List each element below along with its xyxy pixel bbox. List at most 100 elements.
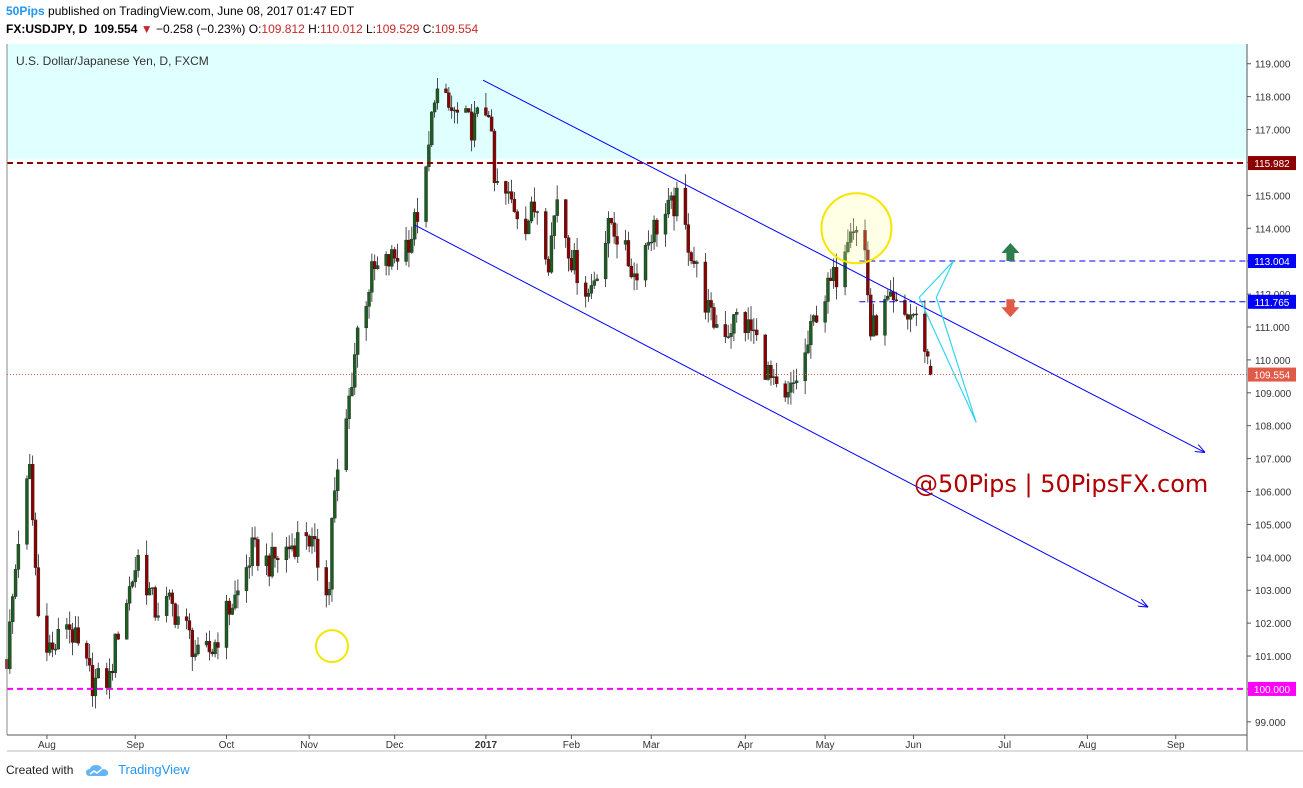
price-label-box <box>1248 156 1296 171</box>
candle-body <box>133 570 137 583</box>
candle-body <box>743 312 747 334</box>
price-label-100.000: 100.000 <box>1254 685 1291 696</box>
candle-body <box>36 567 41 617</box>
candle-body <box>370 261 374 293</box>
candle-body <box>410 238 414 253</box>
candle-body <box>296 532 300 557</box>
close-value: 109.554 <box>434 22 479 36</box>
candle-body <box>93 677 98 697</box>
candle-body <box>746 319 750 334</box>
candle-body <box>843 251 847 288</box>
low-label: L: <box>366 22 377 36</box>
candle-body <box>210 651 214 655</box>
y-tick-label: 118.000 <box>1255 93 1291 104</box>
candle-body <box>415 212 420 222</box>
candle-body <box>572 250 576 271</box>
candle-body <box>335 469 340 491</box>
candle-body <box>546 258 551 273</box>
y-tick-label: 108.000 <box>1255 422 1292 433</box>
candle-body <box>712 307 716 328</box>
candle-body <box>449 107 454 111</box>
candle-body <box>564 199 568 238</box>
candle-body <box>355 327 360 355</box>
y-tick-label: 103.000 <box>1255 586 1292 597</box>
author-link[interactable]: 50Pips <box>6 4 45 18</box>
candle-body <box>236 590 240 596</box>
candle-body <box>404 239 408 262</box>
tradingview-link[interactable]: TradingView <box>118 762 190 777</box>
candle-body <box>65 624 69 630</box>
candle-body <box>344 418 348 471</box>
candle-body <box>552 215 557 236</box>
candle-body <box>504 181 508 194</box>
candle-body <box>655 219 659 235</box>
candle-body <box>45 615 49 653</box>
low-value: 109.529 <box>376 22 420 36</box>
candle-body <box>755 329 759 336</box>
candle-body <box>575 250 579 284</box>
candle-body <box>33 519 38 568</box>
candle-body <box>675 187 679 217</box>
candle-body <box>284 546 289 561</box>
candle-body <box>794 380 799 383</box>
candle-body <box>823 301 827 323</box>
candle-body <box>549 235 554 273</box>
open-value: 109.812 <box>261 22 305 36</box>
candle-body <box>749 319 753 331</box>
candle-body <box>886 295 890 300</box>
y-tick-label: 110.000 <box>1255 356 1291 367</box>
candle-body <box>110 670 115 674</box>
candle-body <box>333 490 337 519</box>
candle-body <box>903 300 907 315</box>
candle-body <box>435 88 440 104</box>
candle-body <box>911 314 916 316</box>
candle-body <box>464 108 468 113</box>
candle-body <box>85 643 89 659</box>
candle-body <box>589 285 594 294</box>
candle-body <box>16 544 21 570</box>
candle-body <box>863 230 867 251</box>
candle-body <box>8 621 12 669</box>
candle-body <box>789 382 793 393</box>
candle-body <box>293 545 297 557</box>
high-label: H: <box>308 22 321 36</box>
candle-body <box>509 191 514 200</box>
candle-body <box>583 282 588 297</box>
candle-body <box>526 220 531 235</box>
candle-body <box>515 211 519 220</box>
price-label-box <box>1248 681 1296 696</box>
candle-body <box>244 567 249 591</box>
candle-body <box>735 312 739 315</box>
candle-body <box>854 230 859 233</box>
y-tick-label: 111.000 <box>1255 323 1290 334</box>
candle-body <box>646 242 651 246</box>
candle-body <box>891 291 896 301</box>
candle-body <box>276 558 280 561</box>
candle-body <box>586 292 591 297</box>
candle-body <box>535 211 539 213</box>
candle-body <box>25 478 29 545</box>
candle-body <box>652 219 656 243</box>
candle-body <box>908 314 913 320</box>
y-tick-label: 107.000 <box>1255 455 1292 466</box>
candle-body <box>686 224 690 253</box>
candle-body <box>310 536 314 547</box>
candle-body <box>726 336 730 338</box>
candle-body <box>392 249 397 259</box>
projection-path <box>918 260 977 423</box>
candle-body <box>914 313 919 316</box>
candle-body <box>107 670 112 688</box>
candle-body <box>347 395 351 420</box>
candle-body <box>769 365 773 378</box>
candle-body <box>273 546 277 559</box>
candle-body <box>869 294 873 337</box>
publish-info: published on TradingView.com, June 08, 2… <box>48 4 355 18</box>
symbol-line: FX:USDJPY, D 109.554 ▼ −0.258 (−0.23%) O… <box>6 22 478 36</box>
candle-body <box>50 642 55 650</box>
x-tick-label: Sep <box>1167 740 1185 751</box>
x-tick-label: Mar <box>643 740 661 751</box>
x-tick-label: Jun <box>905 740 921 751</box>
price-label-111.765: 111.765 <box>1255 298 1290 309</box>
price-label-box <box>1248 254 1296 269</box>
